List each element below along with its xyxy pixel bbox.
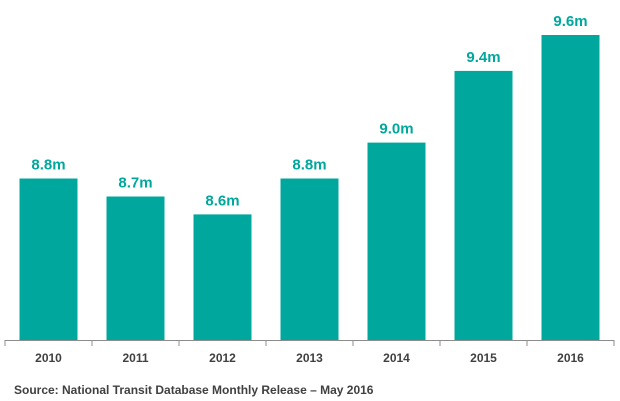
x-tick-label-2011: 2011 [122, 351, 148, 365]
source-note: Source: National Transit Database Monthl… [14, 383, 374, 397]
x-tick-label-2015: 2015 [470, 351, 497, 365]
data-label-2016: 9.6m [553, 13, 587, 30]
bar-2011 [106, 196, 165, 340]
bar-2015 [454, 70, 513, 341]
bar-2012 [193, 214, 252, 340]
x-tick-label-2013: 2013 [296, 351, 323, 365]
data-label-2010: 8.8m [31, 157, 65, 174]
bar-2014 [367, 142, 426, 340]
bar-2013 [280, 178, 339, 340]
bar-2010 [19, 178, 78, 340]
data-label-2013: 8.8m [292, 157, 326, 174]
data-label-2011: 8.7m [118, 175, 152, 192]
data-label-2015: 9.4m [466, 49, 500, 66]
x-tick-label-2012: 2012 [209, 351, 236, 365]
data-label-2012: 8.6m [205, 192, 239, 209]
x-tick-label-2010: 2010 [35, 351, 62, 365]
x-tick-label-2014: 2014 [383, 351, 410, 365]
bar-2016 [541, 35, 600, 340]
data-label-2014: 9.0m [379, 121, 413, 138]
x-tick-label-2016: 2016 [557, 351, 584, 365]
